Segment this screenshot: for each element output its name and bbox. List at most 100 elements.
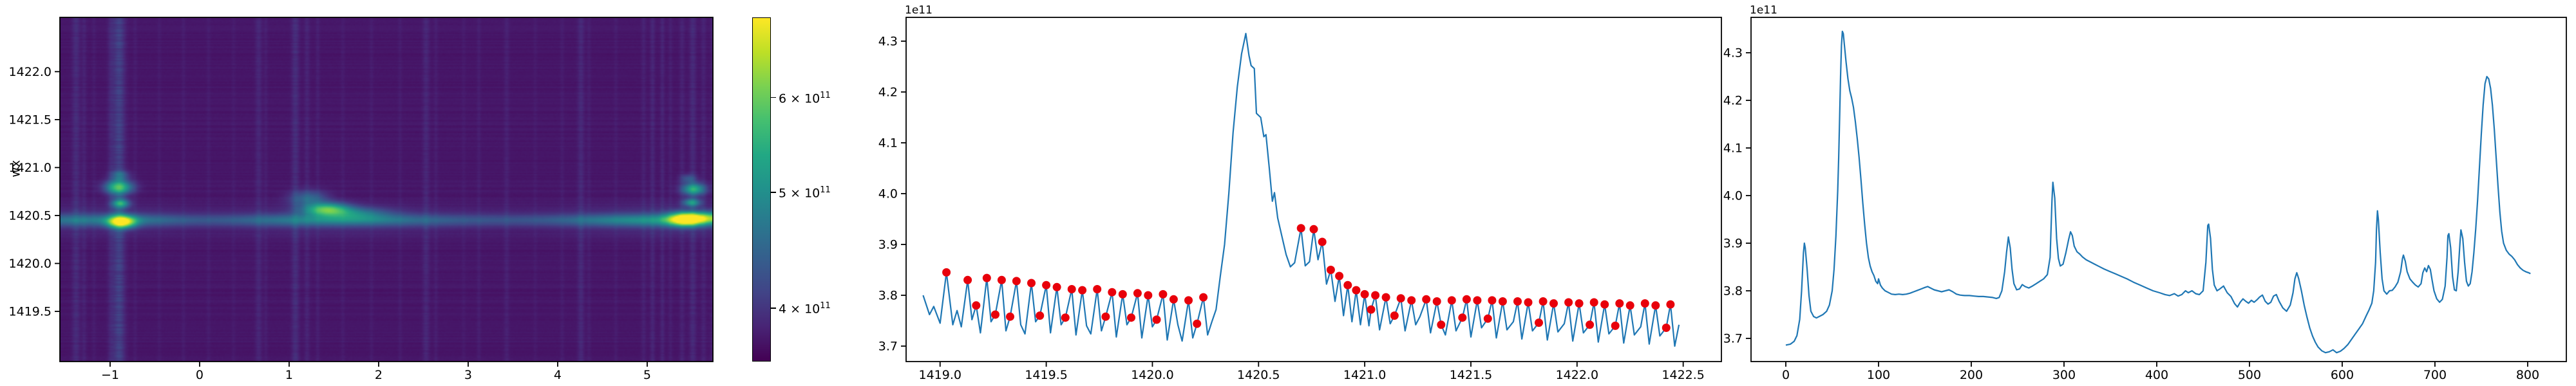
peak-marker-dot (1640, 299, 1649, 308)
y-tick-label: 3.7 (1723, 332, 1743, 346)
colorbar-tick-label: 4 × 1011 (779, 301, 831, 317)
x-tick-label: 700 (2423, 368, 2447, 382)
y-axis: 1422.0 1421.5 1421.0 1420.5 1420.0 1419.5 (9, 65, 60, 319)
spectrum-axes: 1419.0 1419.5 1420.0 1420.5 1421.0 1421.5 1422… (878, 4, 1722, 382)
peak-marker-dot (963, 275, 972, 284)
peak-marker-dot (1036, 311, 1045, 320)
peak-marker-dot (1513, 297, 1522, 306)
x-tick-label: 1420.0 (1131, 368, 1173, 382)
peak-marker-dot (1666, 300, 1675, 309)
peak-marker-dot (982, 273, 991, 282)
peak-marker-dot (1296, 224, 1305, 233)
peak-marker-dot (1488, 296, 1497, 305)
peak-marker-dot (1012, 277, 1021, 286)
spectrum-plot: 1419.0 1419.5 1420.0 1420.5 1421.0 1421.5 1422… (878, 17, 1722, 382)
peak-marker-dot (1625, 301, 1634, 310)
peak-marker-dot (1549, 299, 1558, 308)
y-tick-label: 4.2 (1723, 93, 1743, 107)
peak-marker-dot (1390, 311, 1399, 320)
x-tick-label: 200 (1960, 368, 1983, 382)
peak-marker-dot (1367, 305, 1376, 314)
peak-marker-dot (1326, 266, 1335, 274)
peak-marker-dot (1078, 286, 1087, 295)
x-tick-label: 800 (2516, 368, 2539, 382)
peak-markers (942, 224, 1675, 332)
x-tick-label: 1422.5 (1662, 368, 1704, 382)
peak-marker-dot (997, 275, 1006, 284)
peak-marker-dot (1061, 313, 1070, 322)
peak-marker-dot (972, 301, 981, 310)
y-tick-label: 4.0 (878, 187, 898, 201)
peak-marker-dot (1152, 315, 1161, 324)
peak-marker-dot (1318, 237, 1327, 246)
y-tick-label: 3.9 (878, 237, 898, 252)
y-axis: 3.7 3.8 3.9 4.0 4.1 4.2 4.3 (878, 34, 906, 353)
y-tick-label: 1419.5 (9, 305, 52, 319)
x-tick-label: 1420.5 (1237, 368, 1280, 382)
x-tick-label: −1 (101, 368, 119, 382)
axes-spines (1750, 17, 2567, 362)
heatmap-image (60, 17, 713, 362)
y-tick-label: 3.7 (878, 339, 898, 353)
peak-marker-dot (1422, 295, 1431, 304)
peak-marker-dot (1193, 319, 1202, 328)
peak-marker-dot (1006, 312, 1014, 321)
heatmap-decor: −1 0 1 2 3 4 51422.01421.51421.01420.51420.014… (9, 17, 714, 382)
y-tick-label: 4.0 (1723, 189, 1743, 203)
peak-marker-dot (1067, 285, 1076, 293)
x-tick-label: 3 (464, 368, 472, 382)
x-axis: 1419.0 1419.5 1420.0 1420.5 1421.0 1421.5 1422… (919, 362, 1705, 382)
spectrum-offset-label: 1e11 (905, 4, 933, 17)
timeseries-axes: 0 100 200 300 400 500 600 700 800 3.7 3.8 3.9 4.0 4.1… (1723, 4, 2567, 382)
x-tick-label: 1421.5 (1450, 368, 1492, 382)
axes-spines (59, 17, 714, 362)
colorbar-tick-label: 5 × 1011 (779, 185, 831, 201)
colorbar-tick-mark (771, 191, 776, 193)
data-line (1785, 30, 2531, 354)
peak-marker-dot (1052, 282, 1061, 291)
peak-marker-dot (1396, 294, 1405, 303)
x-tick-label: 1 (285, 368, 293, 382)
peak-marker-dot (1042, 280, 1051, 290)
peak-marker-dot (1575, 299, 1584, 308)
peak-marker-dot (1539, 297, 1548, 306)
peak-marker-dot (1437, 320, 1446, 329)
y-axis: 3.7 3.8 3.9 4.0 4.1 4.2 4.3 (1723, 46, 1751, 346)
peak-marker-dot (1407, 296, 1416, 305)
axes-spines (905, 17, 1722, 362)
peak-marker-dot (1462, 295, 1471, 304)
peak-marker-dot (1473, 296, 1482, 305)
heatmap-axes: −1 0 1 2 3 4 5 1422.0 1421.5 1421.0 1420.5 1420.0 14… (9, 17, 714, 382)
peak-marker-dot (1651, 301, 1660, 310)
peak-marker-dot (1564, 298, 1573, 307)
data-line (922, 33, 1680, 347)
x-tick-label: 0 (1782, 368, 1790, 382)
peak-marker-dot (1309, 225, 1318, 234)
x-tick-label: 600 (2331, 368, 2354, 382)
peak-marker-dot (1352, 286, 1361, 295)
peak-marker-dot (1093, 285, 1102, 293)
peak-marker-dot (1589, 298, 1598, 307)
peak-marker-dot (1027, 279, 1036, 288)
y-tick-label: 4.1 (878, 136, 898, 150)
x-tick-label: 1422.0 (1556, 368, 1598, 382)
colorbar-gradient (752, 17, 771, 362)
peak-marker-dot (1535, 318, 1543, 327)
y-tick-label: 3.8 (1723, 284, 1743, 299)
y-tick-label: 4.3 (878, 34, 898, 48)
y-tick-label: 4.1 (1723, 142, 1743, 156)
peak-marker-dot (1447, 296, 1456, 305)
colorbar: 4 × 1011 5 × 1011 6 × 1011 (752, 17, 831, 362)
peak-marker-dot (1662, 324, 1671, 332)
peak-marker-dot (1184, 296, 1193, 305)
peak-marker-dot (1159, 290, 1168, 299)
timeseries-offset-label: 1e11 (1750, 4, 1777, 17)
peak-marker-dot (1615, 299, 1624, 308)
y-tick-label: 1420.5 (9, 208, 52, 223)
x-tick-label: 0 (196, 368, 204, 382)
peak-marker-dot (1524, 298, 1533, 307)
peak-marker-dot (1611, 321, 1620, 330)
peak-marker-dot (1199, 293, 1208, 302)
peak-marker-dot (1101, 312, 1110, 321)
